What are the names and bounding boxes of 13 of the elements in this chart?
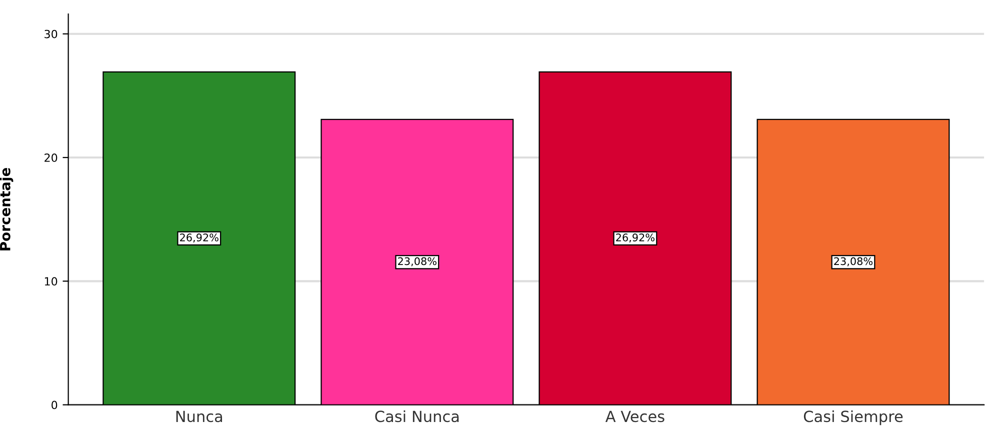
x-tick-label: Casi Siempre [804,410,903,426]
data-label: 26,92% [180,234,218,242]
x-tick-label: Nunca [176,410,222,422]
x-tick-label: Casi Nunca [375,410,459,422]
data-label: 23,08% [398,257,436,266]
x-tick-label: A Veces [605,410,664,422]
data-label: 23,08% [834,257,873,266]
y-tick-label: 30 [44,30,58,38]
y-tick-label: 0 [52,400,58,410]
y-tick-label: 20 [44,153,58,162]
y-axis-title: Porcentaje [0,168,14,250]
y-tick-label: 10 [44,277,58,286]
data-label: 26,92% [616,234,654,242]
